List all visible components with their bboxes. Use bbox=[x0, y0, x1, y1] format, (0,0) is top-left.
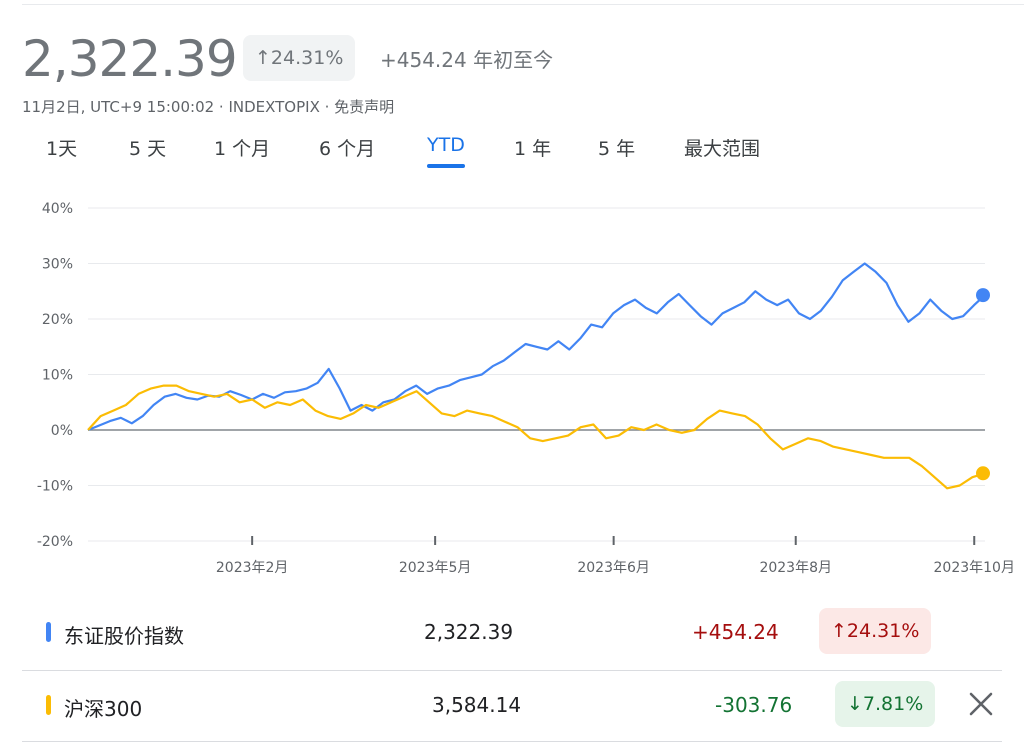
top-divider bbox=[22, 4, 1024, 5]
series-end-marker-2 bbox=[976, 466, 990, 481]
tab-label: 5 年 bbox=[598, 138, 636, 160]
x-tick-label: 2023年8月 bbox=[759, 560, 832, 576]
tab-label: 6 个月 bbox=[319, 138, 376, 160]
tab-max[interactable]: 最大范围 bbox=[684, 134, 760, 161]
tab-5-days[interactable]: 5 天 bbox=[129, 134, 166, 161]
y-tick-label: 20% bbox=[42, 312, 73, 328]
x-tick-label: 2023年10月 bbox=[934, 560, 1015, 576]
quote-meta: 11月2日, UTC+9 15:00:02 · INDEXTOPIX · 免责声… bbox=[22, 98, 395, 116]
y-tick-label: -20% bbox=[37, 534, 73, 550]
y-tick-label: 30% bbox=[42, 257, 73, 273]
series-name: 沪深300 bbox=[64, 697, 143, 721]
ytd-change-label: +454.24 年初至今 bbox=[380, 48, 554, 72]
active-tab-indicator bbox=[427, 164, 465, 168]
series-value: 2,322.39 bbox=[424, 620, 514, 644]
tab-label: 1天 bbox=[46, 138, 78, 160]
tab-label: 1 年 bbox=[514, 138, 552, 160]
x-tick-label: 2023年6月 bbox=[577, 560, 650, 576]
index-price: 2,322.39 bbox=[22, 30, 238, 88]
legend-row-csi300[interactable]: 沪深300 3,584.14 -303.76 ↓7.81% bbox=[22, 670, 1002, 742]
tab-1-month[interactable]: 1 个月 bbox=[214, 134, 270, 161]
tab-label: 最大范围 bbox=[684, 138, 761, 160]
legend-row-topix[interactable]: 东证股价指数 2,322.39 +454.24 ↑24.31% bbox=[22, 598, 1002, 668]
series-value: 3,584.14 bbox=[432, 693, 522, 717]
series-name: 东证股价指数 bbox=[64, 624, 184, 648]
series-end-marker-1 bbox=[976, 288, 990, 303]
close-icon[interactable] bbox=[966, 689, 996, 719]
series-change: -303.76 bbox=[715, 693, 793, 717]
tab-1-day[interactable]: 1天 bbox=[46, 134, 77, 161]
tab-5-years[interactable]: 5 年 bbox=[598, 134, 635, 161]
tab-label: YTD bbox=[427, 134, 465, 156]
y-tick-label: -10% bbox=[37, 479, 73, 495]
x-tick-label: 2023年5月 bbox=[399, 560, 472, 576]
series-color-swatch bbox=[46, 695, 51, 715]
series-change: +454.24 bbox=[692, 620, 779, 644]
series-line-2 bbox=[87, 384, 986, 490]
tab-label: 5 天 bbox=[129, 138, 167, 160]
tab-6-months[interactable]: 6 个月 bbox=[319, 134, 375, 161]
series-percent-chip: ↑24.31% bbox=[819, 608, 932, 654]
series-color-swatch bbox=[46, 622, 51, 642]
tab-1-year[interactable]: 1 年 bbox=[514, 134, 551, 161]
tab-ytd[interactable]: YTD bbox=[427, 134, 465, 168]
percent-change-chip: ↑24.31% bbox=[243, 35, 356, 81]
tab-label: 1 个月 bbox=[214, 138, 271, 160]
y-tick-label: 0% bbox=[51, 423, 73, 439]
series-percent-chip: ↓7.81% bbox=[835, 681, 936, 727]
comparison-line-chart[interactable]: 40% 30% 20% 10% 0% -10% -20% 2023年2月 2023年5月 2023… bbox=[0, 195, 1024, 585]
series-line-1 bbox=[87, 262, 986, 432]
x-tick-label: 2023年2月 bbox=[216, 560, 289, 576]
y-tick-label: 10% bbox=[42, 368, 73, 384]
y-tick-label: 40% bbox=[42, 201, 73, 217]
